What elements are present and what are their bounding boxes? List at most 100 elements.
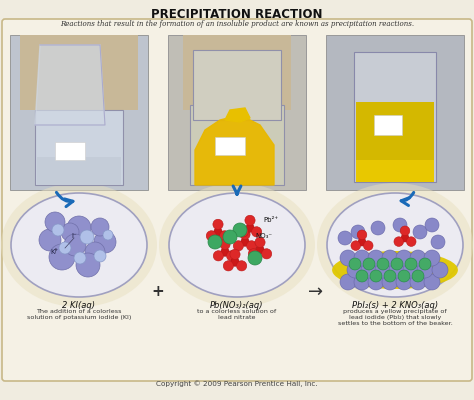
Circle shape <box>338 231 352 245</box>
Circle shape <box>396 250 412 266</box>
Polygon shape <box>195 115 274 185</box>
Circle shape <box>248 249 258 259</box>
Circle shape <box>49 244 75 270</box>
Text: 2 KI(aq): 2 KI(aq) <box>63 301 95 310</box>
Polygon shape <box>35 45 105 125</box>
Ellipse shape <box>332 251 458 289</box>
Text: PbI₂(s) + 2 KNO₃(aq): PbI₂(s) + 2 KNO₃(aq) <box>352 301 438 310</box>
Circle shape <box>382 250 398 266</box>
Circle shape <box>248 251 262 265</box>
Text: K⁺: K⁺ <box>51 249 59 255</box>
Circle shape <box>80 230 94 244</box>
Circle shape <box>231 258 239 266</box>
Circle shape <box>394 237 403 246</box>
Text: Copyright © 2009 Pearson Prentice Hall, Inc.: Copyright © 2009 Pearson Prentice Hall, … <box>156 380 318 387</box>
Ellipse shape <box>169 193 305 297</box>
Circle shape <box>431 235 445 249</box>
Circle shape <box>357 230 367 240</box>
Circle shape <box>237 261 247 271</box>
Circle shape <box>94 250 106 262</box>
Circle shape <box>364 241 373 250</box>
Circle shape <box>256 246 264 254</box>
Circle shape <box>412 270 424 282</box>
Circle shape <box>52 224 64 236</box>
Ellipse shape <box>159 183 315 307</box>
Circle shape <box>368 250 384 266</box>
FancyBboxPatch shape <box>354 52 436 182</box>
Circle shape <box>417 262 433 278</box>
Circle shape <box>64 234 86 256</box>
Circle shape <box>59 242 71 254</box>
Circle shape <box>398 270 410 282</box>
Circle shape <box>45 212 65 232</box>
FancyBboxPatch shape <box>193 50 281 120</box>
Circle shape <box>396 274 412 290</box>
Circle shape <box>252 227 262 237</box>
Circle shape <box>206 231 217 241</box>
Circle shape <box>363 258 375 270</box>
Circle shape <box>213 251 223 261</box>
Circle shape <box>375 262 391 278</box>
FancyBboxPatch shape <box>183 35 291 110</box>
FancyBboxPatch shape <box>10 35 148 190</box>
FancyBboxPatch shape <box>356 160 434 182</box>
FancyBboxPatch shape <box>55 142 85 160</box>
Ellipse shape <box>327 193 463 297</box>
FancyBboxPatch shape <box>168 35 306 190</box>
FancyBboxPatch shape <box>37 157 121 185</box>
Circle shape <box>410 274 426 290</box>
Circle shape <box>227 251 237 261</box>
Text: →: → <box>309 283 324 301</box>
Circle shape <box>424 274 440 290</box>
FancyBboxPatch shape <box>356 102 434 182</box>
Circle shape <box>221 248 229 256</box>
Circle shape <box>214 228 222 236</box>
Circle shape <box>85 242 105 262</box>
Circle shape <box>425 218 439 232</box>
Circle shape <box>424 250 440 266</box>
Circle shape <box>403 262 419 278</box>
Circle shape <box>223 261 234 271</box>
Circle shape <box>401 234 409 242</box>
FancyBboxPatch shape <box>20 35 138 110</box>
FancyBboxPatch shape <box>190 105 284 185</box>
FancyBboxPatch shape <box>215 137 245 155</box>
Text: +: + <box>152 284 164 300</box>
Circle shape <box>223 230 237 244</box>
Circle shape <box>419 258 431 270</box>
Circle shape <box>361 262 377 278</box>
Circle shape <box>208 235 222 249</box>
Circle shape <box>91 218 109 236</box>
Circle shape <box>255 237 265 248</box>
Circle shape <box>400 226 410 236</box>
Text: to a colorless solution of
lead nitrate: to a colorless solution of lead nitrate <box>197 309 277 320</box>
Circle shape <box>103 230 113 240</box>
Circle shape <box>347 262 363 278</box>
Circle shape <box>432 262 448 278</box>
Circle shape <box>238 227 248 237</box>
Circle shape <box>406 237 416 246</box>
Text: Reactions that result in the formation of an insoluble product are known as prec: Reactions that result in the formation o… <box>60 20 414 28</box>
FancyBboxPatch shape <box>35 110 123 185</box>
FancyBboxPatch shape <box>374 115 402 135</box>
Circle shape <box>213 219 223 230</box>
Circle shape <box>262 249 272 259</box>
Circle shape <box>351 241 361 250</box>
Circle shape <box>382 274 398 290</box>
Ellipse shape <box>1 183 157 307</box>
Text: Pb²⁺: Pb²⁺ <box>263 217 278 223</box>
Circle shape <box>371 221 385 235</box>
Ellipse shape <box>11 193 147 297</box>
Circle shape <box>246 241 257 251</box>
Circle shape <box>410 250 426 266</box>
Circle shape <box>39 229 61 251</box>
Text: PRECIPITATION REACTION: PRECIPITATION REACTION <box>151 8 323 21</box>
Circle shape <box>354 250 370 266</box>
Circle shape <box>76 253 100 277</box>
Circle shape <box>349 258 361 270</box>
Circle shape <box>405 258 417 270</box>
FancyBboxPatch shape <box>2 19 472 381</box>
Circle shape <box>413 225 427 239</box>
Circle shape <box>358 238 366 246</box>
FancyBboxPatch shape <box>326 35 464 190</box>
